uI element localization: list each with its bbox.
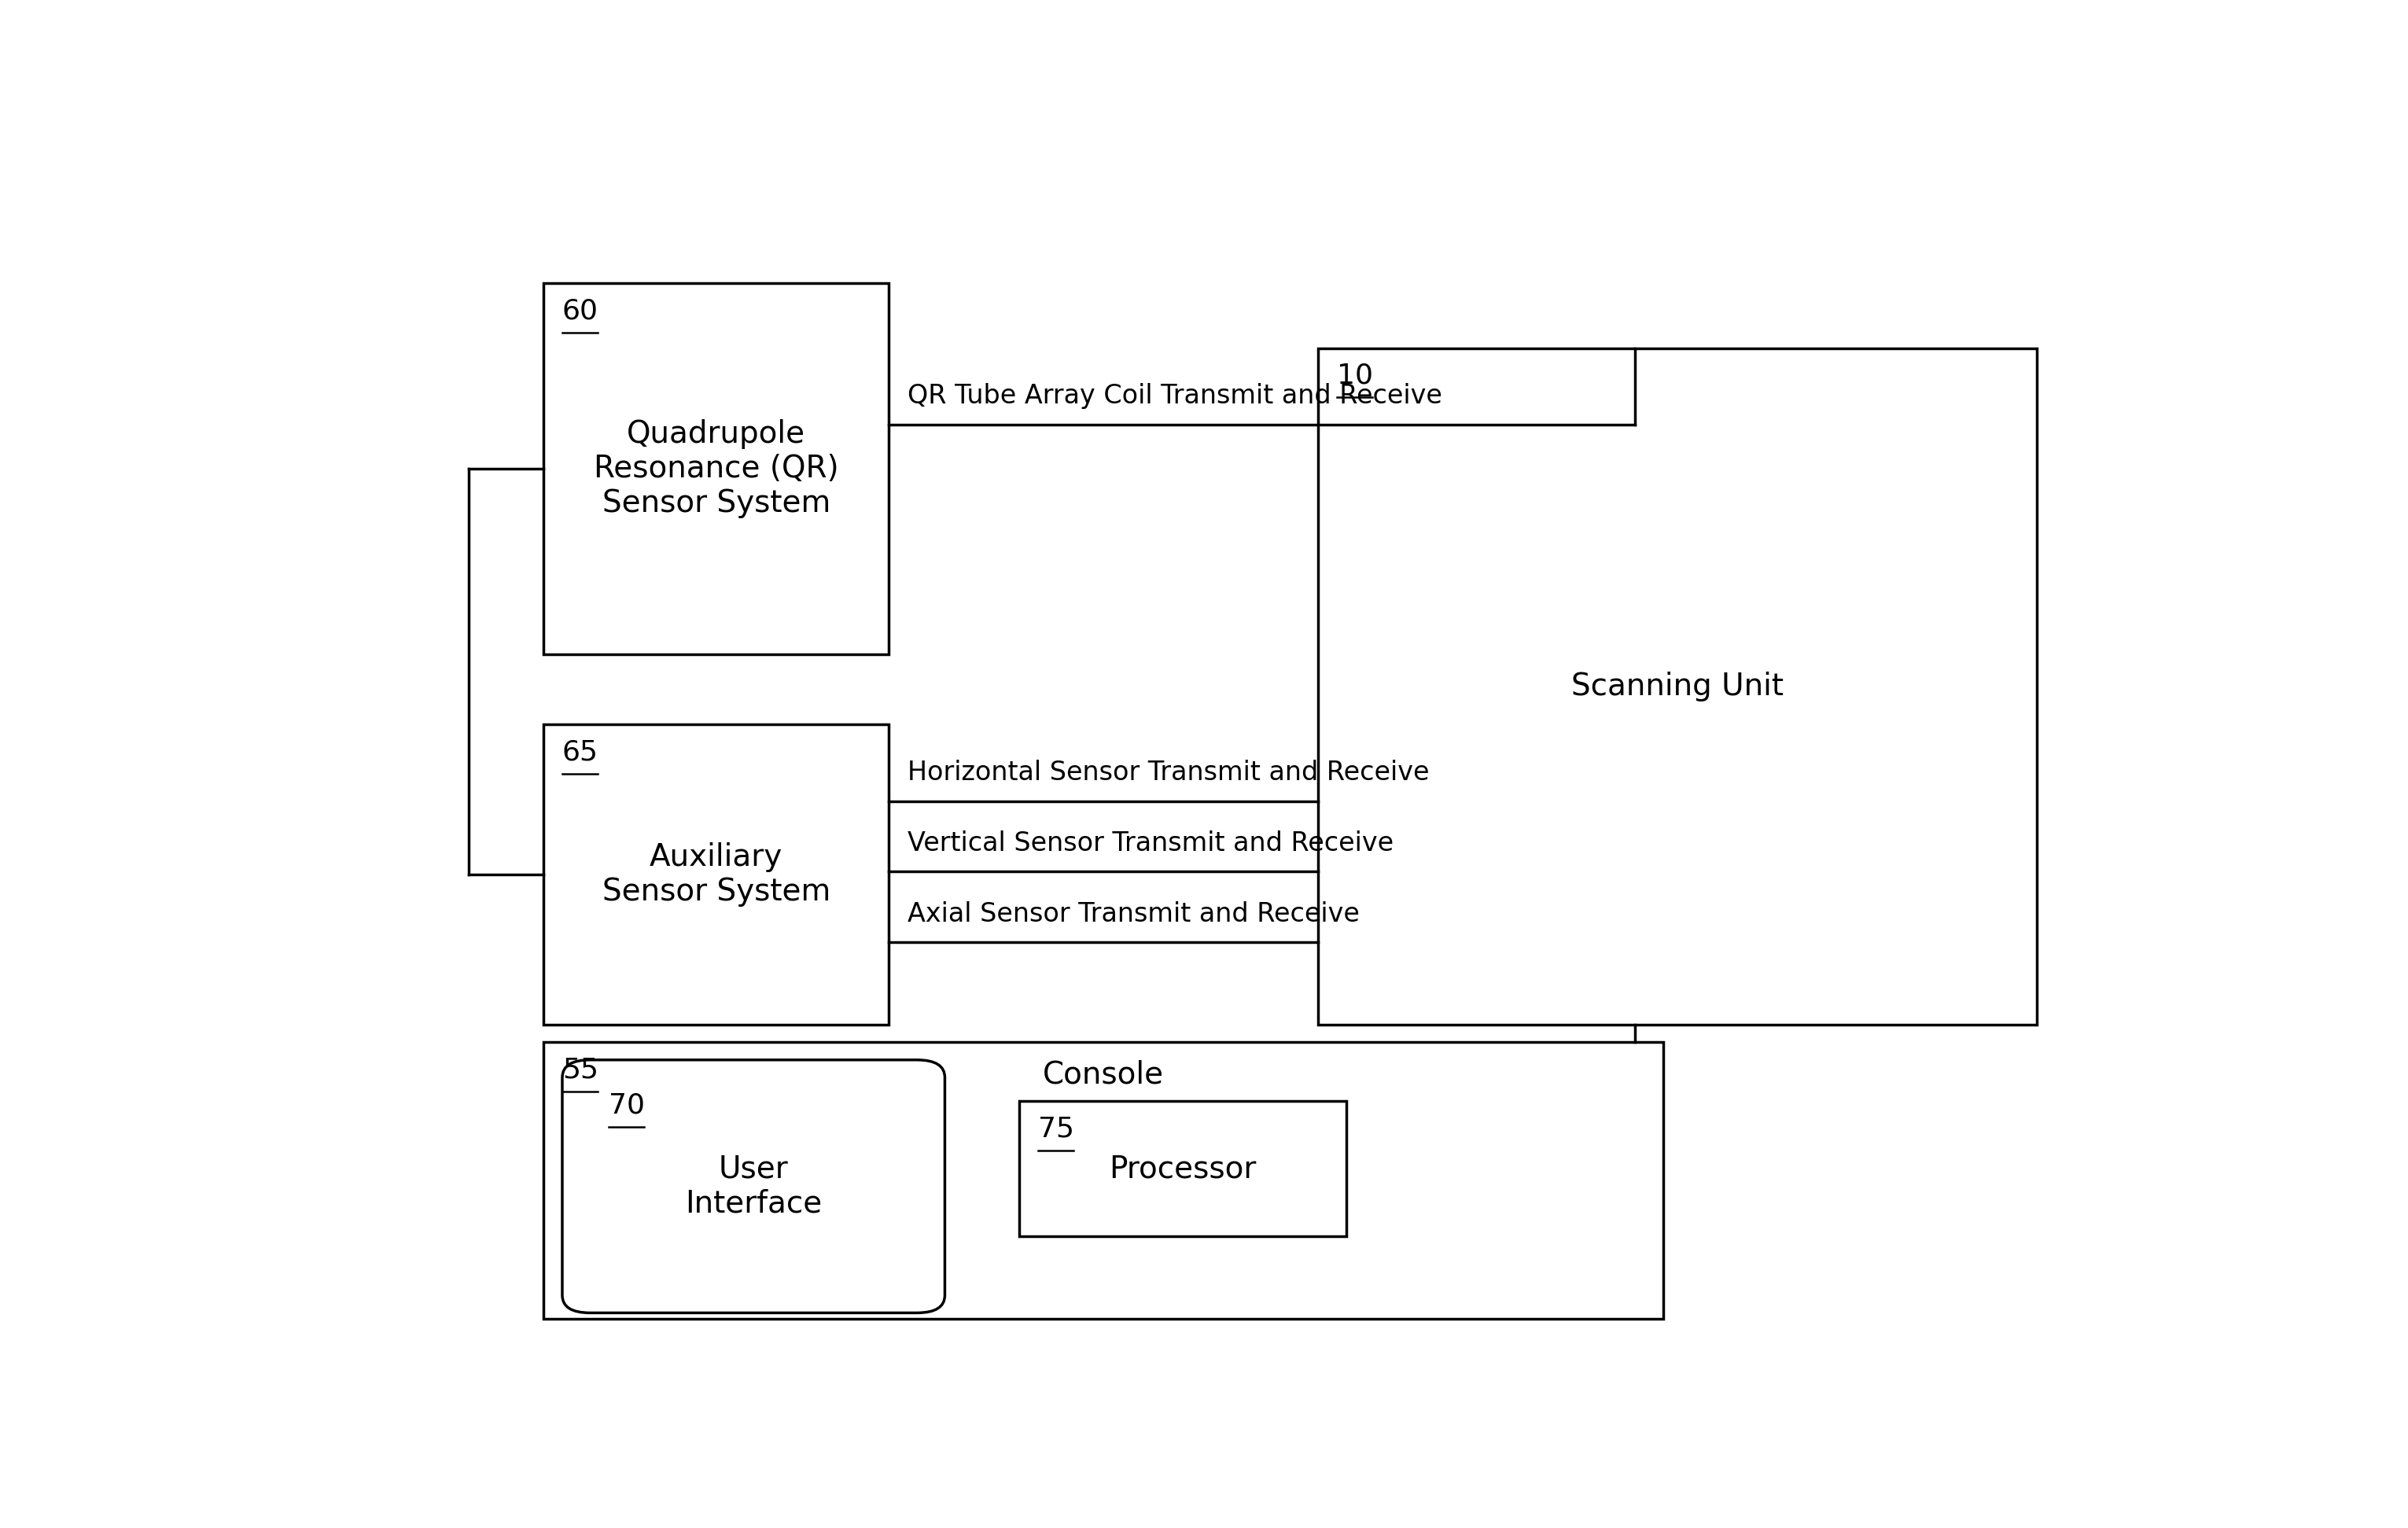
Bar [1019, 1102, 1346, 1236]
Text: QR Tube Array Coil Transmit and Receive: QR Tube Array Coil Transmit and Receive [908, 384, 1442, 410]
Bar [544, 724, 889, 1025]
Text: 55: 55 [563, 1056, 600, 1083]
Text: User
Interface: User Interface [684, 1154, 821, 1219]
Text: Axial Sensor Transmit and Receive: Axial Sensor Transmit and Receive [908, 902, 1361, 927]
Text: Vertical Sensor Transmit and Receive: Vertical Sensor Transmit and Receive [908, 830, 1394, 856]
Text: 70: 70 [609, 1091, 645, 1118]
Text: 65: 65 [563, 738, 600, 766]
Text: 75: 75 [1038, 1115, 1074, 1141]
Text: Scanning Unit: Scanning Unit [1570, 671, 1784, 701]
Bar [544, 1042, 1664, 1319]
Text: Auxiliary
Sensor System: Auxiliary Sensor System [602, 842, 831, 906]
Bar [544, 283, 889, 654]
Text: 60: 60 [563, 298, 600, 324]
Text: Quadrupole
Resonance (QR)
Sensor System: Quadrupole Resonance (QR) Sensor System [595, 419, 838, 518]
FancyBboxPatch shape [563, 1060, 944, 1313]
Text: 10: 10 [1336, 362, 1373, 390]
Text: Console: Console [1043, 1060, 1163, 1089]
Text: Processor: Processor [1110, 1154, 1257, 1184]
Text: Horizontal Sensor Transmit and Receive: Horizontal Sensor Transmit and Receive [908, 759, 1430, 785]
Bar [1317, 348, 2037, 1025]
